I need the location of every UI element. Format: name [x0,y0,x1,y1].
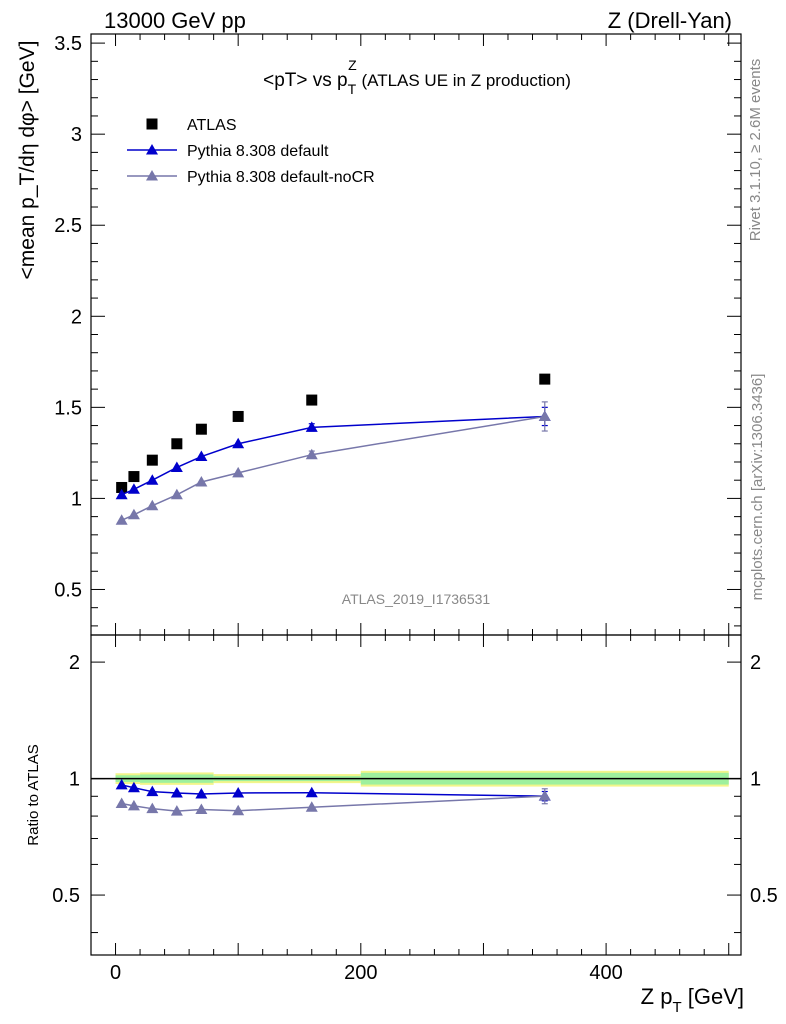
header-left: 13000 GeV pp [104,8,246,33]
ratio-y-tick-label-right: 2 [750,652,761,674]
ratio-y-tick-label: 2 [69,652,80,674]
ratio-point-pythia-8-308-default-nocr [232,804,245,816]
main-point-atlas [116,481,128,493]
main-point-pythia-8-308-default [115,488,128,500]
ratio-y-tick-label: 1 [69,769,80,791]
ratio-point-pythia-8-308-default-nocr [146,802,159,814]
main-point-atlas [539,373,551,385]
main-point-pythia-8-308-default [170,461,183,472]
main-y-tick-label: 0.5 [54,579,82,601]
main-title: <pT> vs pTZ (ATLAS UE in Z production) [263,57,571,97]
main-y-tick-label: 3.5 [54,33,82,55]
ratio-point-pythia-8-308-default-nocr [115,797,128,809]
main-y-tick-label: 1 [71,488,82,510]
legend-marker [146,170,158,181]
main-title-sub: T [348,81,357,97]
main-point-atlas [195,423,207,435]
main-point-pythia-8-308-default [195,450,208,462]
x-axis-label-sub: T [672,999,681,1016]
main-point-pythia-8-308-default-nocr [305,448,318,460]
header-right: Z (Drell-Yan) [608,8,732,33]
ratio-y-tick-label: 0.5 [52,885,80,907]
main-y-label: <mean p_T/dη dφ> [GeV] [16,41,39,280]
ratio-point-pythia-8-308-default-nocr [170,805,183,816]
ratio-frame [90,634,742,956]
analysis-watermark: ATLAS_2019_I1736531 [342,591,491,607]
main-point-atlas [128,471,140,483]
ratio-point-pythia-8-308-default [127,781,140,793]
ratio-point-pythia-8-308-default-nocr [195,803,208,814]
ratio-point-pythia-8-308-default [146,785,159,797]
main-y-tick-label: 3 [71,124,82,146]
main-point-pythia-8-308-default-nocr [232,466,245,478]
ratio-point-pythia-8-308-default [115,778,128,790]
ratio-y-label: Ratio to ATLAS [25,744,42,845]
main-point-pythia-8-308-default-nocr [195,476,208,487]
main-point-pythia-8-308-default-nocr [170,488,183,500]
main-title-tail: (ATLAS UE in Z production) [357,71,571,90]
ratio-point-pythia-8-308-default-nocr [127,799,140,811]
rivet-label: Rivet 3.1.10, ≥ 2.6M events [747,59,764,242]
x-axis-label-main: Z p [641,984,673,1009]
main-point-pythia-8-308-default-nocr [115,514,128,525]
x-tick-label: 0 [110,962,121,984]
main-y-tick-label: 1.5 [54,397,82,419]
main-point-atlas [306,394,318,406]
ratio-point-pythia-8-308-default [170,786,183,798]
ratio-y-tick-label-right: 0.5 [750,885,778,907]
ratio-line-pythia-8-308-default-nocr [121,795,545,812]
main-y-tick-label: 2 [71,306,82,328]
mcplots-label: mcplots.cern.ch [arXiv:1306.3436] [749,374,766,601]
main-title-main: <pT> vs p [263,70,348,91]
x-axis-label-tail: [GeV] [682,984,744,1009]
main-y-tick-label: 2.5 [54,215,82,237]
plot-area: 0 200 400 0.5 1 1.5 2 2.5 3 3.5 0.5 0.5 1 1 2 2 ATLAS Pyt… [52,33,778,984]
main-point-atlas [146,454,158,466]
x-tick-label: 400 [589,962,622,984]
main-line-pythia-8-308-default [121,415,545,496]
ratio-point-pythia-8-308-default-nocr [305,801,318,812]
main-point-pythia-8-308-default [232,437,245,449]
main-title-sup: Z [348,57,357,73]
main-point-pythia-8-308-default-nocr [127,508,140,520]
ratio-point-pythia-8-308-default [232,786,245,798]
main-point-atlas [232,410,244,422]
main-point-pythia-8-308-default [127,483,140,494]
x-axis-label: Z pT [GeV] [641,984,744,1016]
ratio-point-pythia-8-308-default-nocr [538,790,551,801]
ratio-point-pythia-8-308-default [305,786,318,798]
legend-label: Pythia 8.308 default-noCR [187,169,375,186]
main-point-pythia-8-308-default-nocr [146,499,159,511]
main-point-pythia-8-308-default-nocr [538,410,551,421]
main-point-pythia-8-308-default [146,474,159,485]
main-point-atlas [171,438,183,450]
legend-marker-atlas [146,118,158,130]
ratio-point-pythia-8-308-default [195,788,208,799]
main-line-pythia-8-308-default-nocr [121,415,545,521]
x-tick-label: 200 [344,962,377,984]
main-point-pythia-8-308-default [305,421,318,432]
ratio-y-tick-label-right: 1 [750,769,761,791]
legend-marker [146,144,158,155]
legend-label: Pythia 8.308 default [187,143,329,160]
legend-label: ATLAS [187,117,237,134]
